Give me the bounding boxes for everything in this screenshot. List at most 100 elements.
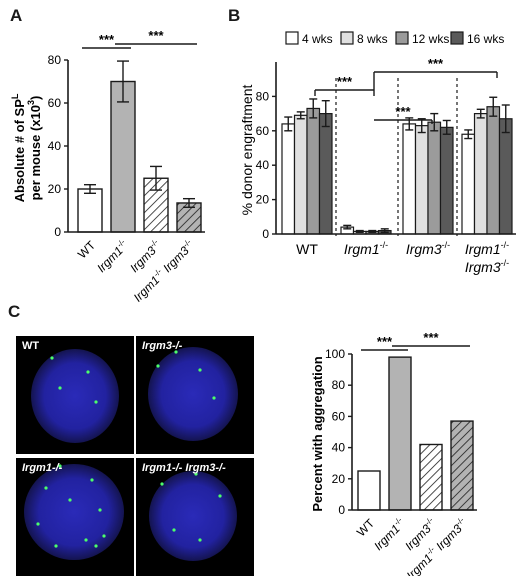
micrograph-label-dko: Irgm1-/- Irgm3-/- <box>142 462 226 474</box>
micrograph-speck-3-4 <box>172 528 176 532</box>
micrograph-speck-2-5 <box>54 544 58 548</box>
panel-b-bar-g2-s2 <box>427 121 442 235</box>
panel-b-bar-g3-s0 <box>461 133 476 235</box>
panel-b-y-tick-label-4: 80 <box>256 89 270 103</box>
panel-b-group-label-2: Irgm3-/- <box>406 240 450 257</box>
panel-a-sig-0-label: *** <box>99 32 115 47</box>
panel-b-y-tick-label-2: 40 <box>256 158 270 172</box>
panel-b-legend-label-3: 16 wks <box>467 32 504 46</box>
panel-a-letter: A <box>10 6 23 25</box>
panel-c-y-tick-label-5: 100 <box>325 347 345 361</box>
micrograph-speck-0-3 <box>86 370 90 374</box>
micrograph-speck-1-0 <box>156 364 160 368</box>
panel-b-bar-g3-s2 <box>486 106 501 235</box>
panel-b-legend-label-1: 8 wks <box>357 32 388 46</box>
panel-c-y-tick-label-1: 20 <box>332 472 346 486</box>
micrograph-label-wt: WT <box>22 340 40 352</box>
micrograph-label-irgm3: Irgm3-/- <box>142 340 183 352</box>
panel-c-ylabel: Percent with aggregation <box>310 356 325 511</box>
panel-a-ylabel-line1: Absolute # of SPL <box>10 93 27 202</box>
panel-b-legend-label-0: 4 wks <box>302 32 333 46</box>
micrograph-speck-3-2 <box>218 494 222 498</box>
micrograph-speck-2-7 <box>68 498 72 502</box>
panel-b-legend-label-2: 12 wks <box>412 32 449 46</box>
panel-b-bar-g2-s0 <box>402 123 417 235</box>
micrograph-speck-0-1 <box>58 386 62 390</box>
panel-a-y-tick-label-4: 80 <box>48 53 62 67</box>
panel-a-x-label-1: Irgm1-/- <box>93 237 131 275</box>
micrograph-speck-2-9 <box>94 544 98 548</box>
panel-c-bar-1 <box>388 356 412 511</box>
panel-b-y-tick-label-1: 20 <box>256 193 270 207</box>
micrograph-nucleus-0 <box>31 349 119 443</box>
panel-c-y-tick-label-0: 0 <box>338 503 345 517</box>
panel-c-bar-2 <box>419 443 443 511</box>
panel-b-bar-g2-s1 <box>414 125 429 235</box>
panel-b-group-label-3-line2: Irgm3-/- <box>465 258 509 275</box>
panel-b-bar-g3-s3 <box>498 118 513 235</box>
panel-b-legend-swatch-3 <box>450 31 464 45</box>
panel-b-bar-g2-s3 <box>439 126 454 235</box>
panel-b-ylabel: % donor engraftment <box>239 85 255 216</box>
panel-a-bar-1 <box>110 80 136 233</box>
panel-a-x-label-0: WT <box>75 238 99 262</box>
panel-b-bar-g0-s3 <box>318 112 333 235</box>
micrograph-speck-2-1 <box>58 464 62 468</box>
panel-b-group-label-1: Irgm1-/- <box>344 240 388 257</box>
panel-c-sig-0-label: *** <box>377 334 393 349</box>
micrograph-speck-2-3 <box>98 508 102 512</box>
panel-c-bar-0 <box>357 470 381 511</box>
micrograph-speck-2-4 <box>84 538 88 542</box>
panel-b-letter: B <box>228 6 241 25</box>
micrograph-speck-2-2 <box>90 478 94 482</box>
panel-c-bar-3 <box>450 420 474 511</box>
micrograph-speck-0-2 <box>94 400 98 404</box>
panel-b-sig-0-label: *** <box>337 74 353 89</box>
panel-c-micrographs <box>16 336 254 576</box>
micrograph-speck-2-8 <box>102 534 106 538</box>
panel-b-y-tick-label-3: 60 <box>256 124 270 138</box>
panel-a-y-tick-label-2: 40 <box>48 139 62 153</box>
panel-a-y-tick-label-1: 20 <box>48 182 62 196</box>
panel-b-sig-2-label: *** <box>428 56 444 71</box>
panel-a-ylabel-line2: per mouse (x103) <box>26 96 43 201</box>
panel-c-letter: C <box>8 302 21 321</box>
panel-b-group-label-3: Irgm1-/- <box>465 240 509 257</box>
panel-a-y-tick-label-3: 60 <box>48 96 62 110</box>
micrograph-speck-2-6 <box>36 522 40 526</box>
panel-b-legend-swatch-2 <box>395 31 409 45</box>
micrograph-speck-3-0 <box>160 482 164 486</box>
micrograph-speck-3-3 <box>198 538 202 542</box>
micrograph-speck-1-2 <box>198 368 202 372</box>
panel-c-y-tick-label-4: 80 <box>332 378 346 392</box>
micrograph-speck-1-3 <box>212 396 216 400</box>
panel-b-bar-g3-s1 <box>473 112 488 235</box>
panel-b-legend-swatch-1 <box>340 31 354 45</box>
panel-b-y-tick-label-0: 0 <box>262 227 269 241</box>
micrograph-nucleus-3 <box>149 471 237 561</box>
panel-a-sig-1-label: *** <box>148 28 164 43</box>
micrograph-speck-0-0 <box>50 356 54 360</box>
panel-c-x-label-0: WT <box>354 516 378 540</box>
panel-b-group-label-0: WT <box>296 241 318 257</box>
micrograph-speck-2-0 <box>44 486 48 490</box>
panel-b-legend-swatch-0 <box>285 31 299 45</box>
panel-c-x-label-1: Irgm1-/- <box>370 515 408 553</box>
micrograph-speck-3-1 <box>194 472 198 476</box>
panel-c-y-tick-label-2: 40 <box>332 441 346 455</box>
panel-b-bar-g0-s0 <box>281 123 296 235</box>
micrograph-nucleus-1 <box>148 347 238 441</box>
micrograph-speck-1-1 <box>174 350 178 354</box>
panel-a-y-tick-label-0: 0 <box>54 225 61 239</box>
panel-b-bar-g0-s1 <box>293 114 308 235</box>
panel-c-sig-1-label: *** <box>423 330 439 345</box>
micrograph-label-irgm1: Irgm1-/- <box>22 462 63 474</box>
panel-a-bar-0 <box>77 188 103 233</box>
panel-b-bar-g0-s2 <box>306 107 321 235</box>
micrograph-nucleus-2 <box>24 464 124 560</box>
panel-b-sig-1-label: *** <box>395 104 411 119</box>
